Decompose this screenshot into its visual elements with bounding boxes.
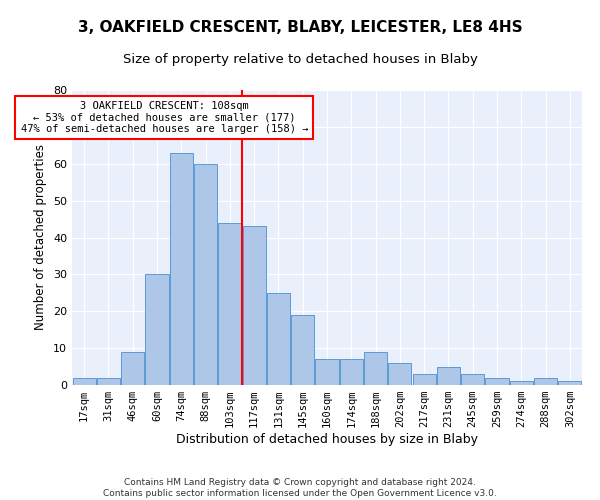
Bar — [218, 223, 241, 385]
Bar — [534, 378, 557, 385]
Bar — [73, 378, 95, 385]
Bar — [485, 378, 509, 385]
Bar — [267, 293, 290, 385]
Bar — [121, 352, 144, 385]
Bar — [364, 352, 387, 385]
Bar — [461, 374, 484, 385]
Bar — [97, 378, 120, 385]
Bar — [559, 382, 581, 385]
Bar — [145, 274, 169, 385]
Text: Size of property relative to detached houses in Blaby: Size of property relative to detached ho… — [122, 52, 478, 66]
Bar — [437, 366, 460, 385]
Bar — [340, 359, 363, 385]
Y-axis label: Number of detached properties: Number of detached properties — [34, 144, 47, 330]
X-axis label: Distribution of detached houses by size in Blaby: Distribution of detached houses by size … — [176, 433, 478, 446]
Bar — [242, 226, 266, 385]
Bar — [170, 152, 193, 385]
Bar — [316, 359, 338, 385]
Text: 3 OAKFIELD CRESCENT: 108sqm
← 53% of detached houses are smaller (177)
47% of se: 3 OAKFIELD CRESCENT: 108sqm ← 53% of det… — [20, 101, 308, 134]
Bar — [388, 363, 412, 385]
Bar — [510, 382, 533, 385]
Bar — [291, 315, 314, 385]
Text: Contains HM Land Registry data © Crown copyright and database right 2024.
Contai: Contains HM Land Registry data © Crown c… — [103, 478, 497, 498]
Text: 3, OAKFIELD CRESCENT, BLABY, LEICESTER, LE8 4HS: 3, OAKFIELD CRESCENT, BLABY, LEICESTER, … — [77, 20, 523, 35]
Bar — [413, 374, 436, 385]
Bar — [194, 164, 217, 385]
